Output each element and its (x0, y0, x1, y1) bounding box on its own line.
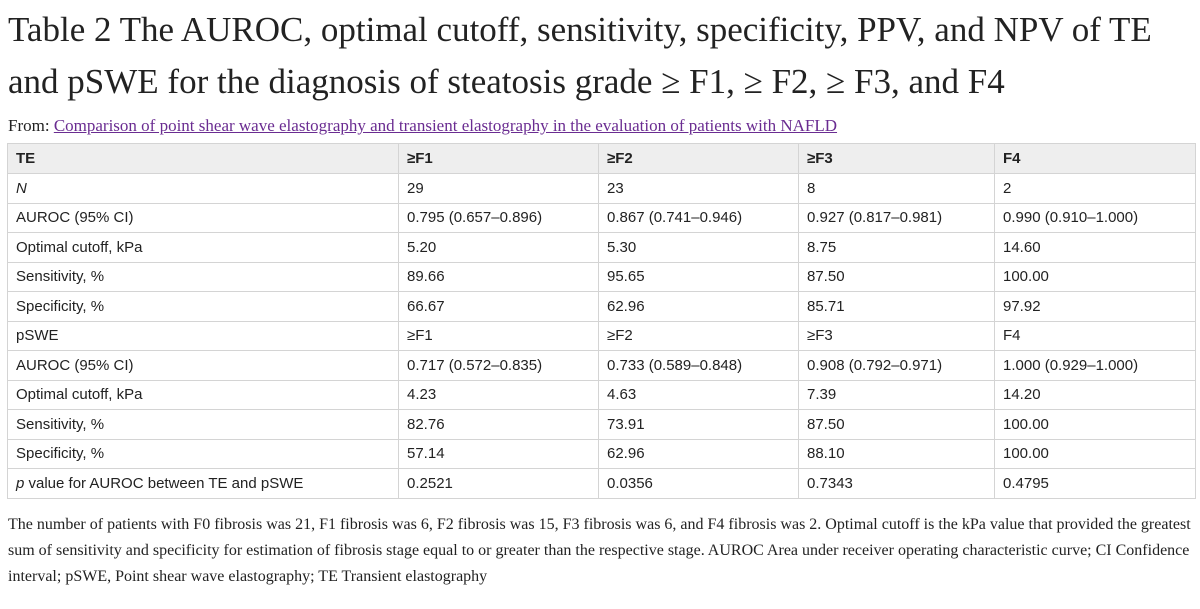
table-header-row: TE ≥F1 ≥F2 ≥F3 F4 (7, 143, 1196, 174)
table-row: pSWE ≥F1 ≥F2 ≥F3 F4 (7, 320, 1196, 351)
row-label: Optimal cutoff, kPa (7, 232, 399, 263)
table-cell: 8.75 (798, 232, 995, 263)
table-row: Optimal cutoff, kPa 5.20 5.30 8.75 14.60 (7, 232, 1196, 263)
table-cell: 0.908 (0.792–0.971) (798, 350, 995, 381)
results-table: TE ≥F1 ≥F2 ≥F3 F4 N 29 23 8 2 AUROC (95%… (7, 143, 1196, 499)
table-cell: 0.990 (0.910–1.000) (994, 202, 1196, 233)
table-cell: F4 (994, 320, 1196, 351)
table-cell: 85.71 (798, 291, 995, 322)
source-line: From: Comparison of point shear wave ela… (8, 114, 837, 138)
row-label: Optimal cutoff, kPa (7, 379, 399, 410)
table-cell: 8 (798, 173, 995, 204)
table-cell: 14.60 (994, 232, 1196, 263)
row-label: Sensitivity, % (7, 409, 399, 440)
table-row: Sensitivity, % 82.76 73.91 87.50 100.00 (7, 409, 1196, 440)
table-cell: 0.733 (0.589–0.848) (598, 350, 799, 381)
table-cell: 4.63 (598, 379, 799, 410)
table-cell: 14.20 (994, 379, 1196, 410)
p-symbol: p (16, 474, 25, 492)
table-cell: 82.76 (398, 409, 599, 440)
table-cell: 5.20 (398, 232, 599, 263)
table-cell: 0.0356 (598, 468, 799, 499)
table-row: p value for AUROC between TE and pSWE 0.… (7, 468, 1196, 499)
table-cell: 5.30 (598, 232, 799, 263)
table-cell: 0.7343 (798, 468, 995, 499)
row-label: Specificity, % (7, 291, 399, 322)
table-cell: 0.867 (0.741–0.946) (598, 202, 799, 233)
table-cell: ≥F1 (398, 320, 599, 351)
row-label: AUROC (95% CI) (7, 202, 399, 233)
column-header: ≥F2 (598, 143, 799, 174)
table-cell: ≥F3 (798, 320, 995, 351)
table-cell: 95.65 (598, 261, 799, 292)
table-cell: 23 (598, 173, 799, 204)
from-label: From: (8, 116, 50, 135)
table-cell: 0.717 (0.572–0.835) (398, 350, 599, 381)
row-label: pSWE (7, 320, 399, 351)
table-row: AUROC (95% CI) 0.795 (0.657–0.896) 0.867… (7, 202, 1196, 233)
table-cell: 62.96 (598, 291, 799, 322)
column-header: F4 (994, 143, 1196, 174)
table-cell: 97.92 (994, 291, 1196, 322)
table-cell: 0.4795 (994, 468, 1196, 499)
table-row: Specificity, % 57.14 62.96 88.10 100.00 (7, 438, 1196, 469)
table-cell: 66.67 (398, 291, 599, 322)
table-title: Table 2 The AUROC, optimal cutoff, sensi… (8, 10, 1152, 101)
table-cell: 89.66 (398, 261, 599, 292)
column-header: ≥F3 (798, 143, 995, 174)
table-row: Specificity, % 66.67 62.96 85.71 97.92 (7, 291, 1196, 322)
table-row: Sensitivity, % 89.66 95.65 87.50 100.00 (7, 261, 1196, 292)
table-cell: 73.91 (598, 409, 799, 440)
table-cell: 2 (994, 173, 1196, 204)
table-cell: 7.39 (798, 379, 995, 410)
table-cell: 57.14 (398, 438, 599, 469)
table-row: AUROC (95% CI) 0.717 (0.572–0.835) 0.733… (7, 350, 1196, 381)
table-cell: 87.50 (798, 261, 995, 292)
table-cell: 0.795 (0.657–0.896) (398, 202, 599, 233)
row-label: Sensitivity, % (7, 261, 399, 292)
table-cell: 62.96 (598, 438, 799, 469)
row-label: AUROC (95% CI) (7, 350, 399, 381)
table-cell: 0.2521 (398, 468, 599, 499)
table-cell: 1.000 (0.929–1.000) (994, 350, 1196, 381)
row-label-text: value for AUROC between TE and pSWE (24, 474, 304, 492)
table-cell: 87.50 (798, 409, 995, 440)
table-cell: ≥F2 (598, 320, 799, 351)
row-label: p value for AUROC between TE and pSWE (7, 468, 399, 499)
table-row: N 29 23 8 2 (7, 173, 1196, 204)
table-cell: 100.00 (994, 261, 1196, 292)
row-label: Specificity, % (7, 438, 399, 469)
table-row: Optimal cutoff, kPa 4.23 4.63 7.39 14.20 (7, 379, 1196, 410)
table-cell: 100.00 (994, 409, 1196, 440)
table-cell: 100.00 (994, 438, 1196, 469)
column-header: TE (7, 143, 399, 174)
table-cell: 29 (398, 173, 599, 204)
table-cell: 88.10 (798, 438, 995, 469)
row-label: N (7, 173, 399, 204)
table-footnote: The number of patients with F0 fibrosis … (8, 516, 1191, 585)
table-cell: 0.927 (0.817–0.981) (798, 202, 995, 233)
source-article-link[interactable]: Comparison of point shear wave elastogra… (53, 116, 838, 135)
table-cell: 4.23 (398, 379, 599, 410)
column-header: ≥F1 (398, 143, 599, 174)
